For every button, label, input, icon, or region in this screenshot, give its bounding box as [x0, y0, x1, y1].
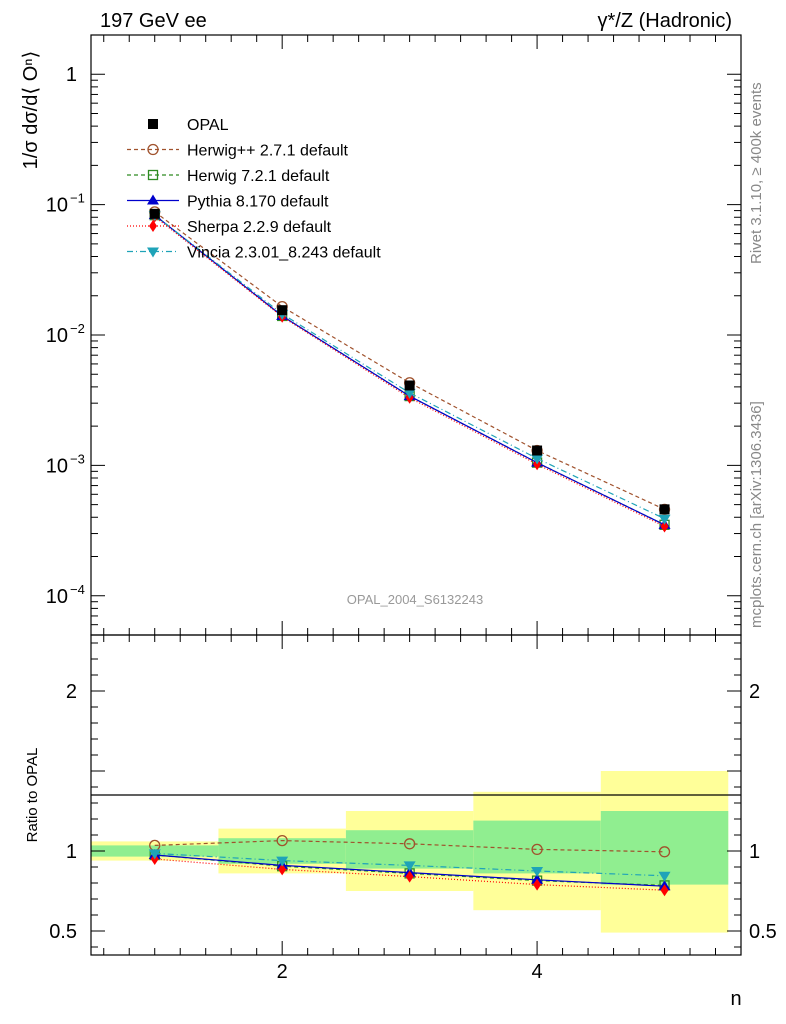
ratio-y-tick-label-right: 0.5	[749, 921, 777, 943]
data-point	[659, 504, 670, 515]
data-point	[658, 514, 671, 525]
legend-item: Herwig++ 2.7.1 default	[127, 143, 349, 160]
legend-marker	[147, 143, 159, 156]
main-y-tick-label: 10	[46, 455, 68, 477]
ratio-point	[658, 871, 671, 882]
ratio-band-inner	[473, 820, 601, 874]
legend-label: Pythia 8.170 default	[187, 194, 329, 211]
x-tick-label: 2	[277, 961, 288, 983]
main-ticks	[91, 34, 741, 955]
ratio-point	[658, 846, 671, 858]
legend-label: OPAL	[187, 117, 229, 134]
ratio-point	[276, 834, 288, 847]
ratio-point	[403, 861, 416, 872]
ratio-panel: 0.5 0.5 1 1 2 2 2 4 Ratio to OPAL n	[24, 634, 777, 1010]
series-line	[154, 216, 665, 527]
ratio-frame	[90, 634, 742, 956]
ratio-point	[148, 849, 161, 860]
main-series	[148, 206, 671, 533]
main-y-tick-label: 10	[46, 586, 68, 608]
data-point	[532, 445, 543, 456]
x-axis-label: n	[730, 988, 741, 1010]
main-y-tick-exponent: −2	[70, 321, 85, 336]
legend-marker	[149, 220, 157, 232]
ratio-point	[278, 863, 287, 876]
series-opal	[149, 208, 670, 515]
main-y-axis-label: 1/σ dσ/d⟨ Oⁿ⟩	[20, 51, 42, 170]
data-point	[277, 305, 288, 316]
series-line	[154, 211, 665, 510]
data-point	[531, 454, 544, 465]
legend-label: Vincia 2.3.01_8.243 default	[187, 245, 381, 262]
ratio-point	[531, 843, 543, 856]
mcplots-label: mcplots.cern.ch [arXiv:1306.3436]	[748, 401, 765, 628]
main-y-tick-labels: 110−110−210−310−4	[46, 64, 85, 608]
ratio-y-tick-label-right: 1	[749, 841, 760, 863]
ratio-y-tick-label: 0.5	[49, 921, 77, 943]
main-y-tick-label: 10	[46, 195, 68, 217]
watermark: OPAL_2004_S6132243	[347, 592, 483, 607]
legend-label: Sherpa 2.2.9 default	[187, 219, 332, 236]
data-point	[403, 388, 416, 399]
main-y-tick-exponent: −4	[70, 582, 85, 597]
ratio-ticks	[91, 642, 741, 948]
legend-marker	[148, 119, 158, 129]
data-point	[149, 208, 160, 219]
main-y-tick-exponent: −1	[70, 191, 85, 206]
ratio-series-vincia-2-3-01-8-243-default	[148, 849, 671, 882]
ratio-y-tick-label: 2	[66, 681, 77, 703]
ratio-point	[660, 884, 669, 897]
legend: OPAL Herwig++ 2.7.1 default Herwig 7.2.1 d…	[127, 117, 381, 262]
ratio-series-herwig-2-7-1-default	[149, 834, 671, 858]
legend-item: Pythia 8.170 default	[127, 194, 329, 211]
ratio-y-axis-label: Ratio to OPAL	[24, 748, 41, 843]
legend-label: Herwig++ 2.7.1 default	[187, 143, 349, 160]
ratio-series	[148, 834, 671, 897]
series-line	[154, 214, 665, 526]
legend-marker	[147, 247, 159, 258]
ratio-line	[154, 852, 665, 877]
series-line	[154, 214, 665, 520]
main-y-tick-label: 1	[66, 64, 77, 86]
rivet-label: Rivet 3.1.10, ≥ 400k events	[748, 82, 765, 264]
legend-marker	[147, 194, 159, 205]
x-tick-label: 4	[532, 961, 543, 983]
ratio-y-tick-label-right: 2	[749, 681, 760, 703]
ratio-y-tick-label: 1	[66, 841, 77, 863]
legend-label: Herwig 7.2.1 default	[187, 168, 330, 185]
main-panel: OPAL_2004_S6132243 1/σ dσ/d⟨ Oⁿ⟩ 110 −110…	[20, 34, 742, 955]
header-right: γ*/Z (Hadronic)	[598, 10, 732, 32]
ratio-point	[276, 856, 289, 867]
ratio-line	[154, 839, 665, 853]
ratio-tick-labels: 0.5 0.5 1 1 2 2 2 4	[49, 681, 777, 983]
legend-item: OPAL	[148, 117, 229, 134]
legend-item: Sherpa 2.2.9 default	[127, 219, 332, 236]
data-point	[404, 380, 415, 391]
ratio-point	[533, 878, 542, 891]
data-point	[660, 520, 669, 533]
ratio-point	[405, 870, 414, 883]
ratio-point	[403, 838, 416, 850]
legend-marker	[147, 169, 159, 181]
header-left: 197 GeV ee	[100, 10, 207, 32]
series-line	[154, 214, 665, 526]
ratio-point	[531, 867, 544, 877]
legend-item: Vincia 2.3.01_8.243 default	[127, 245, 381, 262]
legend-item: Herwig 7.2.1 default	[127, 168, 330, 185]
main-y-tick-exponent: −3	[70, 451, 85, 466]
main-y-tick-label: 10	[46, 325, 68, 347]
